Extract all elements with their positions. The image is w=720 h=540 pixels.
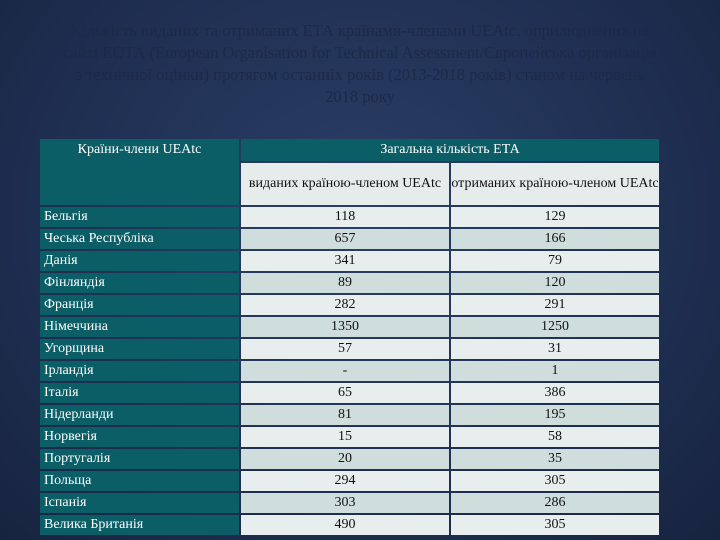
received-cell: 31 bbox=[451, 339, 659, 359]
country-cell: Іспанія bbox=[40, 493, 239, 513]
country-cell: Італія bbox=[40, 383, 239, 403]
country-cell: Португалія bbox=[40, 449, 239, 469]
country-cell: Франція bbox=[40, 295, 239, 315]
issued-cell: 1350 bbox=[241, 317, 449, 337]
received-cell: 286 bbox=[451, 493, 659, 513]
issued-cell: 89 bbox=[241, 273, 449, 293]
received-cell: 1250 bbox=[451, 317, 659, 337]
issued-cell: 490 bbox=[241, 515, 449, 535]
received-cell: 79 bbox=[451, 251, 659, 271]
issued-cell: 341 bbox=[241, 251, 449, 271]
received-cell: 305 bbox=[451, 515, 659, 535]
received-cell: 120 bbox=[451, 273, 659, 293]
country-cell: Нідерланди bbox=[40, 405, 239, 425]
issued-cell: - bbox=[241, 361, 449, 381]
received-cell: 195 bbox=[451, 405, 659, 425]
issued-cell: 303 bbox=[241, 493, 449, 513]
issued-cell: 282 bbox=[241, 295, 449, 315]
received-header: отриманих країною-членом UEAtc bbox=[451, 163, 659, 205]
country-cell: Бельгія bbox=[40, 207, 239, 227]
country-cell: Фінляндія bbox=[40, 273, 239, 293]
received-cell: 386 bbox=[451, 383, 659, 403]
country-cell: Чеська Республіка bbox=[40, 229, 239, 249]
country-cell: Угорщина bbox=[40, 339, 239, 359]
received-cell: 166 bbox=[451, 229, 659, 249]
issued-cell: 657 bbox=[241, 229, 449, 249]
slide-title: Кількість виданих та отриманих ЕТА країн… bbox=[62, 21, 658, 106]
total-header: Загальна кількість ЕТА bbox=[241, 139, 659, 161]
received-cell: 1 bbox=[451, 361, 659, 381]
issued-cell: 294 bbox=[241, 471, 449, 491]
country-cell: Велика Британія bbox=[40, 515, 239, 535]
country-cell: Данія bbox=[40, 251, 239, 271]
country-header: Країни-члени UEAtc bbox=[40, 139, 239, 205]
issued-cell: 65 bbox=[241, 383, 449, 403]
received-cell: 35 bbox=[451, 449, 659, 469]
issued-cell: 81 bbox=[241, 405, 449, 425]
issued-header: виданих країною-членом UEAtc bbox=[241, 163, 449, 205]
issued-cell: 15 bbox=[241, 427, 449, 447]
received-cell: 291 bbox=[451, 295, 659, 315]
received-cell: 305 bbox=[451, 471, 659, 491]
country-cell: Ірландія bbox=[40, 361, 239, 381]
country-cell: Норвегія bbox=[40, 427, 239, 447]
issued-cell: 118 bbox=[241, 207, 449, 227]
issued-cell: 20 bbox=[241, 449, 449, 469]
issued-cell: 57 bbox=[241, 339, 449, 359]
received-cell: 58 bbox=[451, 427, 659, 447]
country-cell: Німеччина bbox=[40, 317, 239, 337]
received-cell: 129 bbox=[451, 207, 659, 227]
country-cell: Польща bbox=[40, 471, 239, 491]
